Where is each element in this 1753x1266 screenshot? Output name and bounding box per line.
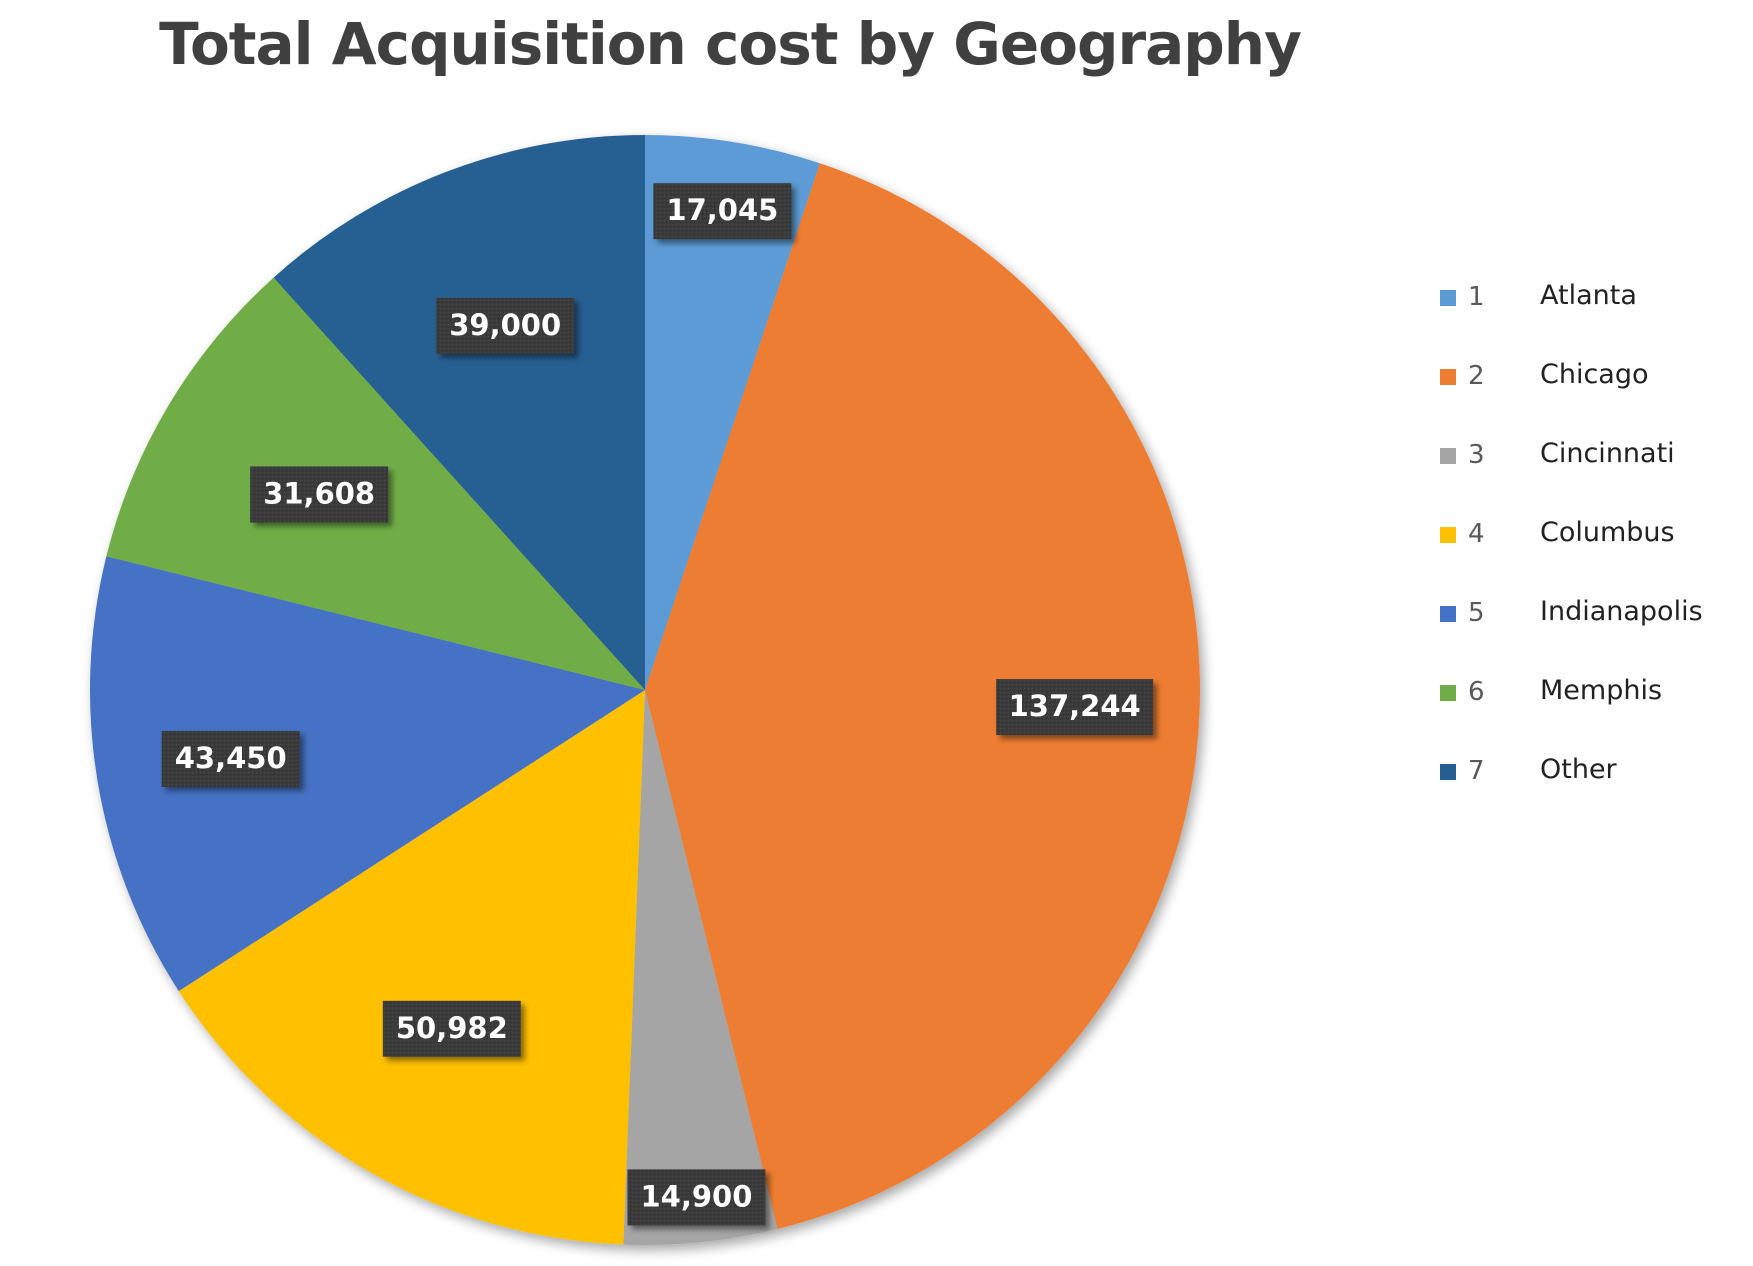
legend-swatch — [1440, 606, 1456, 622]
legend-swatch — [1440, 685, 1456, 701]
legend-label: Chicago — [1540, 359, 1649, 390]
legend-swatch — [1440, 527, 1456, 543]
data-label-box — [627, 1169, 766, 1226]
data-label-box — [161, 730, 300, 787]
legend-label: Indianapolis — [1540, 596, 1703, 627]
legend-label: Cincinnati — [1540, 438, 1675, 469]
legend-label: Atlanta — [1540, 280, 1637, 311]
legend-item-chicago: 2 Chicago — [1440, 359, 1740, 399]
data-label-value: 50,982 — [396, 1011, 508, 1045]
data-label-atlanta: 17,045 — [653, 183, 792, 240]
pie-slice-other — [273, 135, 645, 690]
data-label-box — [996, 679, 1154, 736]
data-label-box — [250, 466, 389, 523]
legend-number: 6 — [1468, 677, 1485, 707]
data-label-value: 17,045 — [666, 193, 778, 227]
pie-slice-chicago — [645, 163, 1201, 1229]
legend-item-cincinnati: 3 Cincinnati — [1440, 438, 1740, 478]
legend-item-atlanta: 1 Atlanta — [1440, 280, 1740, 320]
legend-item-columbus: 4 Columbus — [1440, 517, 1740, 557]
chart-title: Total Acquisition cost by Geography — [159, 10, 1302, 78]
data-label-columbus: 50,982 — [382, 1000, 521, 1057]
legend-number: 7 — [1468, 756, 1485, 786]
legend-swatch — [1440, 290, 1456, 306]
data-label-memphis: 31,608 — [250, 466, 389, 523]
data-label-box — [382, 1000, 521, 1057]
legend-swatch — [1440, 764, 1456, 780]
data-label-value: 14,900 — [640, 1179, 752, 1213]
data-label-other: 39,000 — [436, 297, 575, 354]
pie-slice-cincinnati — [623, 690, 778, 1246]
pie-slice-atlanta — [645, 135, 820, 690]
legend-item-memphis: 6 Memphis — [1440, 675, 1740, 715]
data-label-value: 31,608 — [263, 476, 375, 510]
data-label-chicago: 137,244 — [996, 679, 1154, 736]
legend-label: Other — [1540, 754, 1617, 785]
legend-number: 4 — [1468, 519, 1485, 549]
legend-number: 2 — [1468, 361, 1485, 391]
pie-slice-columbus — [178, 690, 645, 1245]
legend-number: 3 — [1468, 440, 1485, 470]
data-label-box — [436, 297, 575, 354]
pie-data-labels: 17,045 137,244 14,900 50,982 43,450 31,608 39,… — [161, 183, 1154, 1226]
data-label-value: 43,450 — [175, 741, 287, 775]
data-label-cincinnati: 14,900 — [627, 1169, 766, 1226]
data-label-value: 39,000 — [449, 308, 561, 342]
data-label-value: 137,244 — [1009, 689, 1141, 723]
legend-number: 1 — [1468, 282, 1485, 312]
legend-label: Columbus — [1540, 517, 1675, 548]
legend-number: 5 — [1468, 598, 1485, 628]
legend-item-indianapolis: 5 Indianapolis — [1440, 596, 1740, 636]
legend-swatch — [1440, 448, 1456, 464]
data-label-indianapolis: 43,450 — [161, 730, 300, 787]
data-label-box — [653, 183, 792, 240]
pie-slice-indianapolis — [89, 556, 645, 992]
legend-label: Memphis — [1540, 675, 1663, 706]
legend-swatch — [1440, 369, 1456, 385]
legend-item-other: 7 Other — [1440, 754, 1740, 794]
